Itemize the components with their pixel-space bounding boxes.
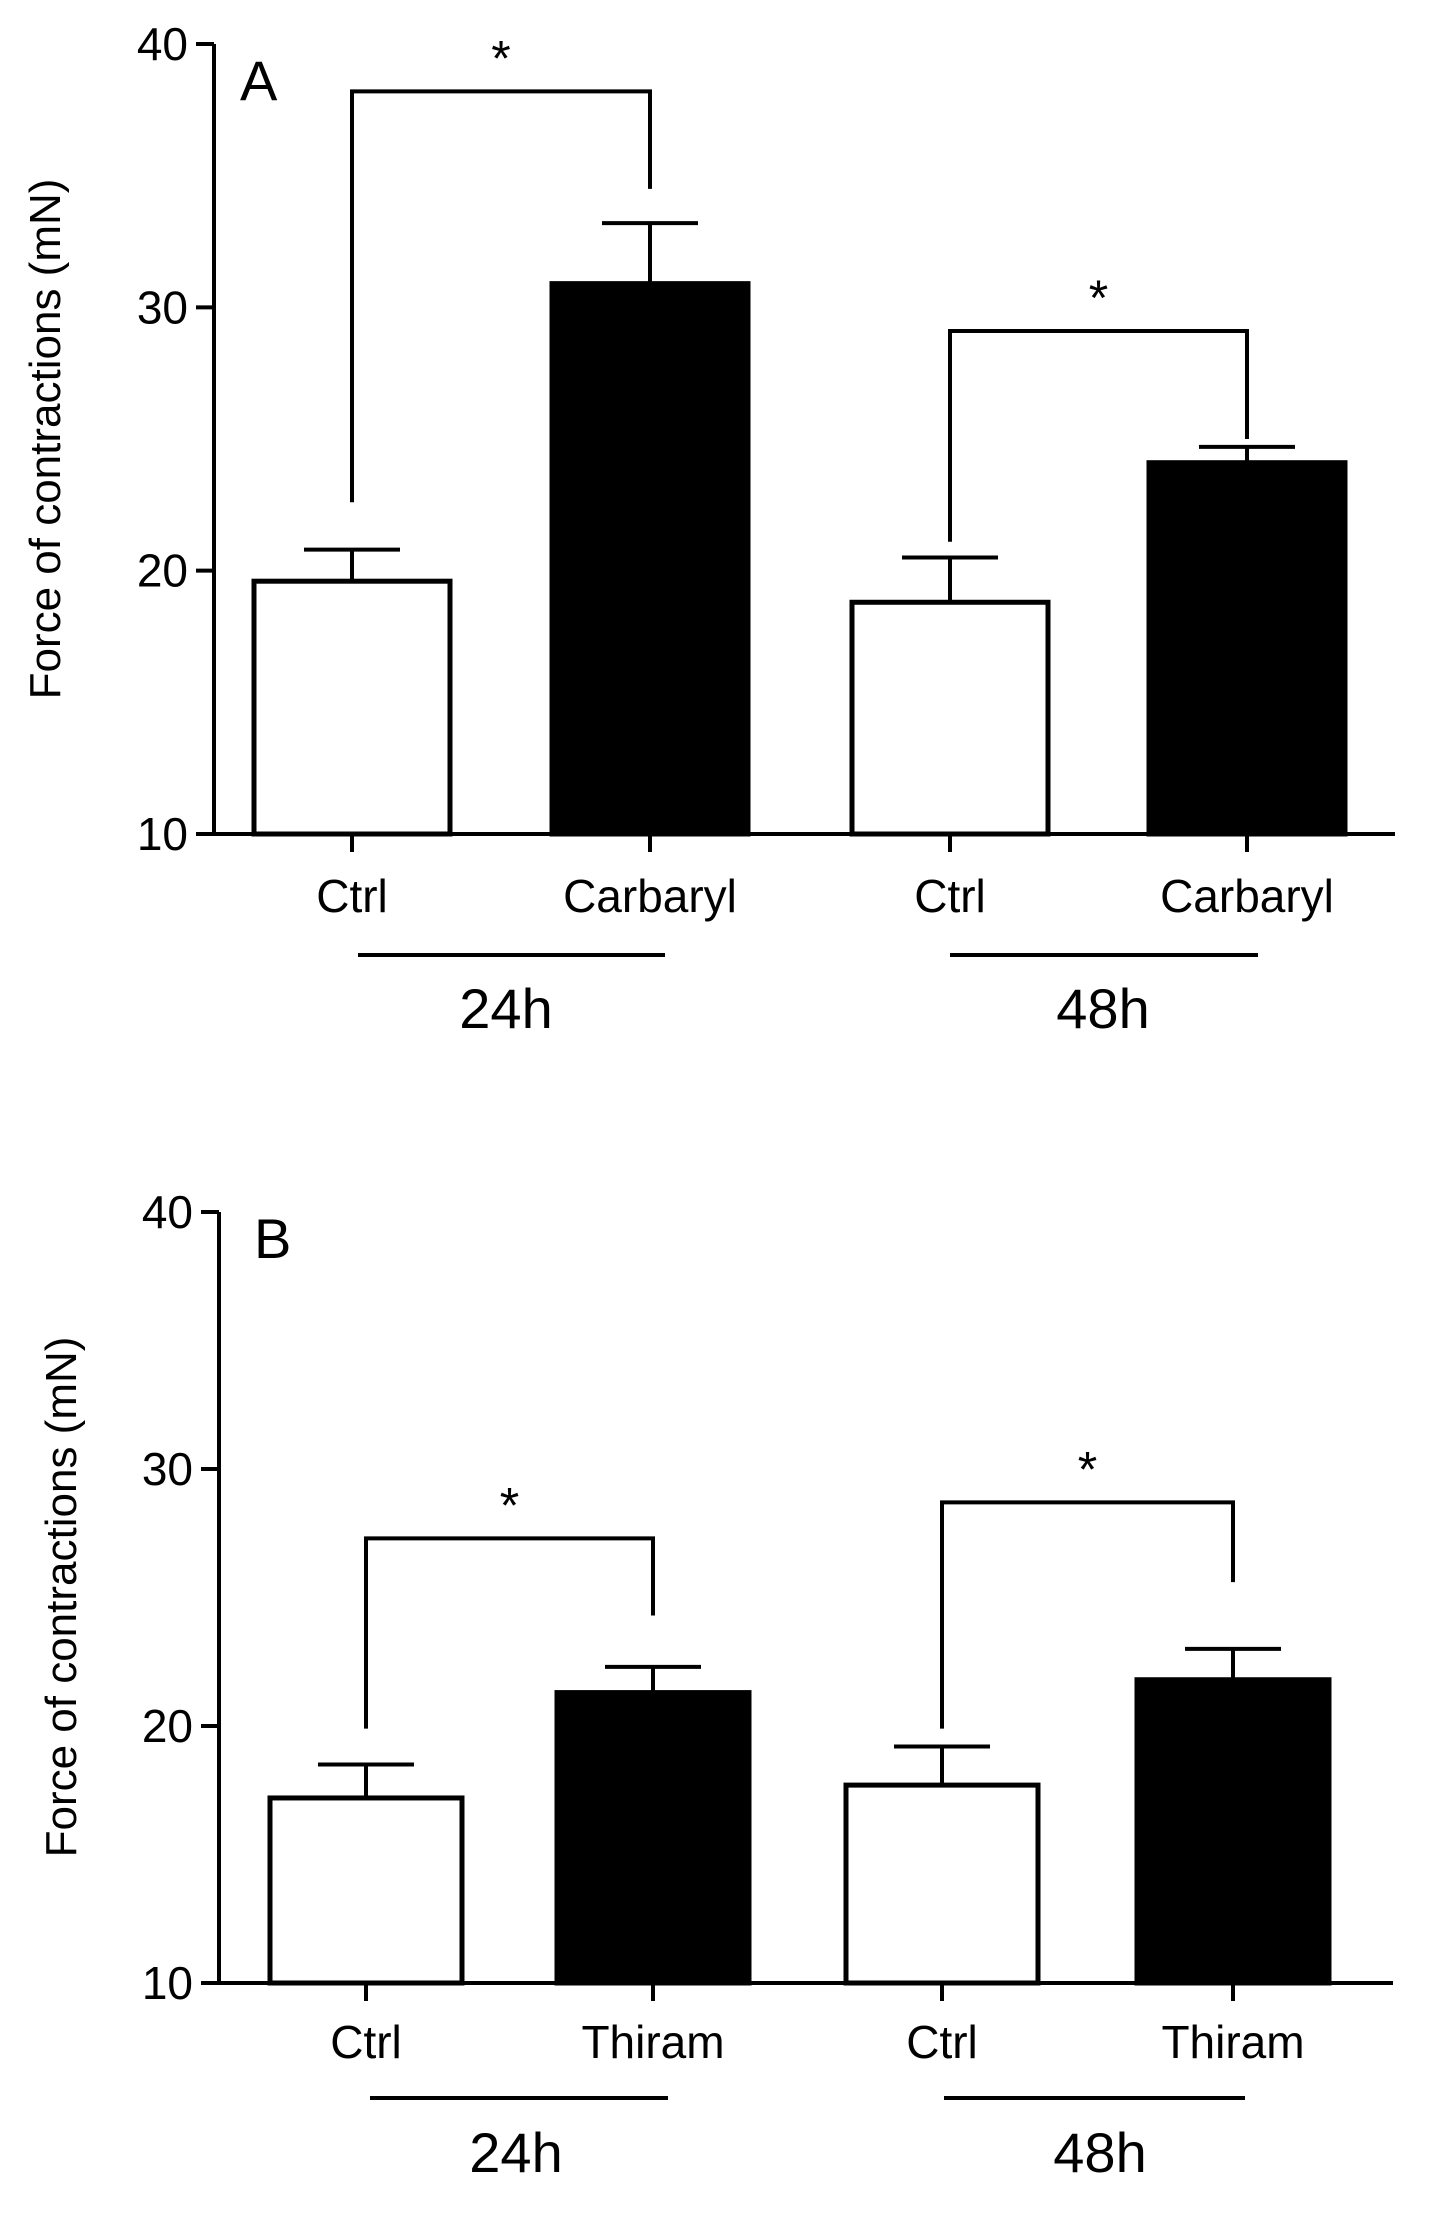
- panel-a-significance-bracket-0: [350, 89, 652, 503]
- panel-b-significance-bracket-1: [940, 1500, 1235, 1729]
- panel-a-ytick-label-2: 30: [137, 281, 188, 333]
- panel-b-y-axis-title: Force of contractions (mN): [37, 1337, 86, 1858]
- panel-b-category-label-1: Thiram: [581, 2016, 724, 2068]
- panel-a-ytick-label-0: 10: [137, 808, 188, 860]
- panel-b-category-label-0: Ctrl: [330, 2016, 402, 2068]
- panel-a-category-label-0: Ctrl: [316, 870, 388, 922]
- panel-b-group-label-0: 24h: [469, 2121, 562, 2184]
- panel-b-ytick-label-2: 30: [142, 1443, 193, 1495]
- panel-a-category-label-3: Carbaryl: [1160, 870, 1334, 922]
- panel-a-y-axis-title: Force of contractions (mN): [21, 179, 70, 700]
- panel-a-ytick-label-1: 20: [137, 545, 188, 597]
- panel-b-significance-bracket-0: [364, 1536, 655, 1729]
- panel-a-ytick-label-3: 40: [137, 18, 188, 70]
- panel-a-significance-star-0: *: [491, 30, 510, 86]
- panel-a-category-label-2: Ctrl: [914, 870, 986, 922]
- panel-b-ytick-label-0: 10: [142, 1957, 193, 2009]
- panel-a-bar-0: [251, 578, 453, 837]
- panel-a-label: A: [240, 49, 278, 112]
- panel-b-bar-1: [554, 1690, 752, 1986]
- panel-b-group-label-1: 48h: [1053, 2121, 1146, 2184]
- panel-b-ytick-label-3: 40: [142, 1186, 193, 1238]
- panel-a-group-label-1: 48h: [1056, 977, 1149, 1040]
- panel-b-significance-star-0: *: [500, 1477, 519, 1533]
- panel-b-significance-star-1: *: [1078, 1441, 1097, 1497]
- panel-a-bar-3: [1146, 460, 1348, 837]
- panel-b-ytick-label-1: 20: [142, 1700, 193, 1752]
- panel-a-group-label-0: 24h: [459, 977, 552, 1040]
- panel-a-bar-2: [849, 599, 1051, 837]
- panel-a-category-label-1: Carbaryl: [563, 870, 737, 922]
- panel-a-bar-1: [549, 281, 751, 837]
- panel-b-category-label-2: Ctrl: [906, 2016, 978, 2068]
- panel-b-label: B: [254, 1207, 291, 1270]
- panel-b-category-label-3: Thiram: [1161, 2016, 1304, 2068]
- panel-a-significance-star-1: *: [1089, 270, 1108, 326]
- panel-b-bar-2: [843, 1782, 1041, 1986]
- panel-b-bar-0: [267, 1795, 465, 1986]
- panel-b-bar-3: [1134, 1677, 1332, 1986]
- panel-a-significance-bracket-1: [948, 329, 1249, 542]
